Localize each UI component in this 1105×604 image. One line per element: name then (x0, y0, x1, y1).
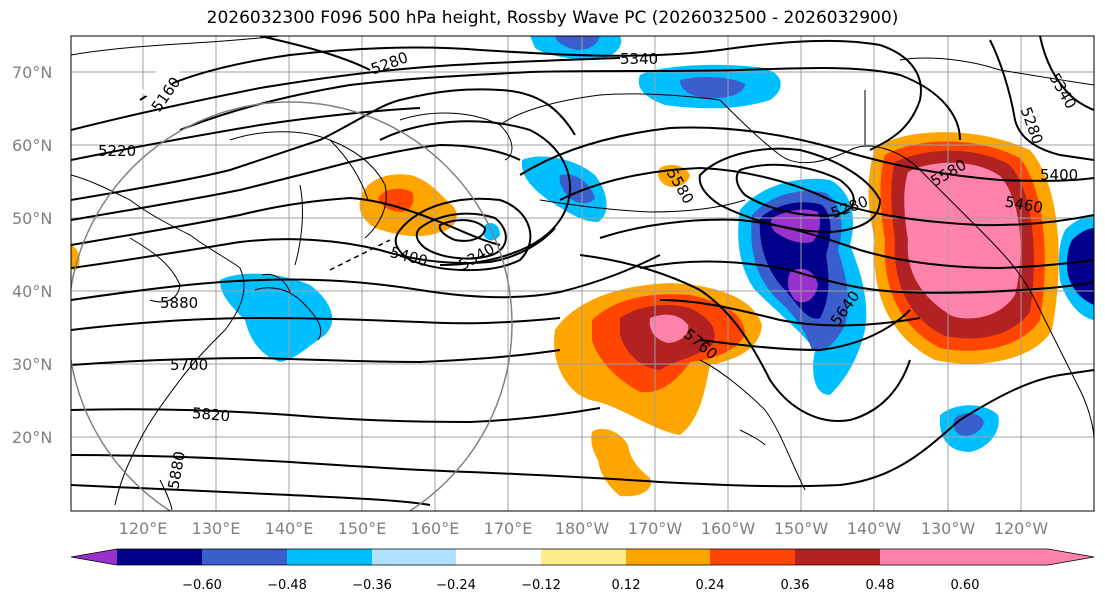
colorbar-tick: −0.36 (352, 578, 392, 593)
colorbar-segment (710, 549, 795, 565)
colorbar-tick: 0.12 (612, 578, 641, 593)
colorbar-segment (287, 549, 372, 565)
colorbar-tick: −0.60 (182, 578, 222, 593)
lat-label: 20°N (12, 428, 52, 447)
height-contours (71, 36, 1094, 506)
anomaly-shading (71, 36, 1094, 497)
colorbar-segment (117, 549, 202, 565)
map-frame (70, 35, 1095, 512)
latitude-labels: 70°N 60°N 50°N 40°N 30°N 20°N (12, 63, 52, 447)
contour-label: 5220 (98, 142, 136, 160)
lon-label: 130°W (921, 519, 976, 538)
colorbar-ticks: −0.60 −0.48 −0.36 −0.24 −0.12 0.12 0.24 … (182, 578, 979, 593)
region-circle (71, 101, 513, 511)
lon-label: 170°W (628, 519, 683, 538)
colorbar-tick: −0.12 (521, 578, 561, 593)
contour-label: 5400 (1040, 166, 1078, 184)
colorbar-segment (372, 549, 456, 565)
lat-label: 40°N (12, 282, 52, 301)
colorbar-segment (541, 549, 626, 565)
lon-label: 180°W (555, 519, 610, 538)
colorbar-segment (202, 549, 287, 565)
colorbar-tick: 0.36 (781, 578, 810, 593)
lon-label: 140°E (265, 519, 314, 538)
colorbar-segment (880, 549, 965, 565)
contour-label: 5340 (620, 50, 658, 68)
lon-label: 150°W (774, 519, 829, 538)
contour-label: 5700 (170, 356, 208, 374)
contour-label: 5820 (191, 404, 231, 425)
colorbar: −0.60 −0.48 −0.36 −0.24 −0.12 0.12 0.24 … (70, 548, 1095, 593)
colorbar-tick: −0.24 (436, 578, 476, 593)
colorbar-tick: 0.48 (866, 578, 895, 593)
lon-label: 160°W (701, 519, 756, 538)
lat-label: 50°N (12, 209, 52, 228)
colorbar-tick: 0.24 (696, 578, 725, 593)
colorbar-segment (795, 549, 880, 565)
colorbar-tick: −0.48 (267, 578, 307, 593)
lon-label: 140°W (847, 519, 902, 538)
colorbar-segment (456, 549, 541, 565)
lat-label: 30°N (12, 355, 52, 374)
colorbar-outline (70, 548, 1095, 566)
colorbar-lower-extend (71, 549, 117, 565)
longitude-labels: 120°E 130°E 140°E 150°E 160°E 170°E 180°… (119, 519, 1049, 538)
coastlines (71, 36, 1094, 511)
lat-label: 70°N (12, 63, 52, 82)
lon-label: 120°E (119, 519, 168, 538)
contour-label: 5880 (160, 294, 198, 312)
lon-label: 150°E (338, 519, 387, 538)
lon-label: 160°E (411, 519, 460, 538)
lon-label: 130°E (192, 519, 241, 538)
map-title: 2026032300 F096 500 hPa height, Rossby W… (206, 8, 899, 28)
lon-label: 170°E (484, 519, 533, 538)
lat-label: 60°N (12, 136, 52, 155)
lon-label: 120°W (994, 519, 1049, 538)
colorbar-tick: 0.60 (951, 578, 980, 593)
colorbar-segment (626, 549, 710, 565)
